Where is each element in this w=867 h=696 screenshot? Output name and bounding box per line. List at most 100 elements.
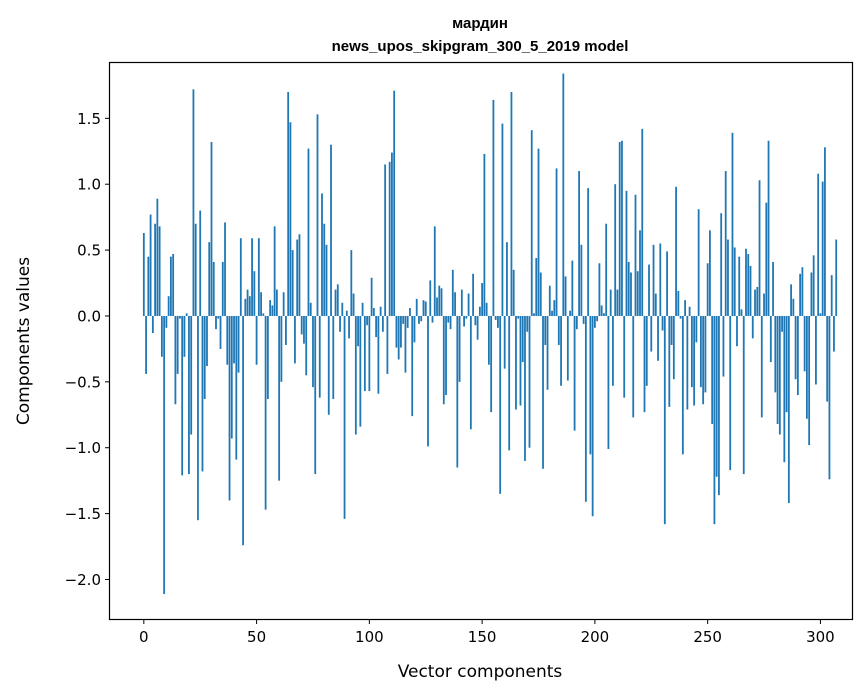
- bar-297: [812, 255, 815, 316]
- bar-8: [160, 315, 163, 357]
- bar-235: [672, 315, 675, 380]
- bar-274: [760, 315, 763, 418]
- bar-28: [206, 315, 208, 367]
- bar-65: [289, 122, 292, 316]
- bar-89: [343, 315, 346, 519]
- bar-21: [190, 315, 193, 435]
- bar-187: [564, 276, 567, 316]
- y-tick-label: −1.5: [65, 505, 101, 523]
- bar-69: [298, 234, 301, 316]
- bar-46: [246, 289, 249, 316]
- bar-25: [199, 210, 202, 316]
- bar-117: [406, 315, 409, 328]
- bar-167: [519, 315, 522, 406]
- plot-frame: [108, 61, 854, 621]
- bar-230: [661, 315, 664, 331]
- bar-270: [751, 315, 754, 339]
- bar-161: [506, 242, 508, 316]
- bar-111: [393, 90, 396, 316]
- bar-137: [451, 269, 454, 316]
- bar-101: [370, 277, 373, 316]
- bar-78: [318, 315, 321, 398]
- bar-276: [765, 202, 768, 316]
- bar-33: [217, 315, 220, 319]
- bar-220: [639, 230, 641, 316]
- y-tick-label: −1.0: [65, 439, 101, 457]
- bar-136: [449, 315, 452, 330]
- bar-113: [397, 315, 400, 360]
- bar-115: [402, 315, 405, 324]
- bar-94: [354, 315, 357, 435]
- bar-47: [248, 296, 251, 316]
- bar-294: [805, 315, 808, 419]
- bar-2: [147, 256, 150, 316]
- bar-232: [666, 251, 668, 316]
- bar-159: [501, 123, 504, 316]
- bar-0: [142, 232, 145, 316]
- bar-59: [275, 289, 278, 316]
- bar-284: [783, 315, 786, 463]
- bar-130: [436, 297, 438, 316]
- bar-171: [528, 315, 531, 448]
- bar-52: [260, 292, 262, 316]
- bar-254: [715, 315, 718, 477]
- bar-221: [641, 128, 644, 316]
- bar-302: [824, 147, 826, 316]
- bar-58: [273, 226, 276, 316]
- bar-262: [733, 247, 736, 316]
- bar-290: [796, 315, 799, 396]
- bar-183: [555, 168, 558, 316]
- bar-120: [413, 315, 416, 343]
- bar-119: [411, 315, 414, 417]
- bar-204: [603, 313, 605, 316]
- bar-116: [404, 315, 407, 373]
- bar-295: [808, 315, 811, 446]
- bar-253: [713, 315, 716, 525]
- y-tick-label: −2.0: [65, 571, 101, 589]
- bar-256: [720, 213, 723, 316]
- x-tick-label: 250: [693, 628, 722, 646]
- bar-16: [179, 315, 181, 319]
- bar-38: [228, 315, 231, 501]
- bar-307: [835, 239, 838, 316]
- bar-39: [230, 315, 233, 439]
- x-tick-label: 150: [468, 628, 497, 646]
- bar-70: [300, 315, 303, 335]
- bar-127: [429, 280, 432, 316]
- bar-64: [287, 91, 290, 316]
- bar-271: [754, 289, 756, 316]
- bar-131: [438, 285, 441, 316]
- bar-40: [233, 315, 235, 364]
- bar-109: [388, 161, 391, 316]
- bar-173: [533, 313, 535, 316]
- bar-169: [524, 315, 526, 461]
- bar-225: [650, 315, 653, 352]
- bar-76: [314, 315, 317, 475]
- bar-54: [264, 315, 267, 510]
- bar-48: [251, 238, 253, 316]
- bar-286: [787, 315, 790, 504]
- bar-7: [158, 226, 161, 316]
- bar-292: [801, 267, 804, 316]
- bar-175: [537, 148, 540, 316]
- bar-139: [456, 315, 459, 468]
- bar-99: [366, 315, 368, 326]
- bar-1: [145, 315, 147, 374]
- x-tick-label: 0: [139, 628, 149, 646]
- bar-243: [690, 315, 693, 388]
- y-tick-label: 0.0: [77, 307, 101, 325]
- bar-68: [296, 239, 299, 316]
- bar-97: [361, 302, 364, 316]
- bar-306: [833, 315, 835, 352]
- chart-subtitle: news_upos_skipgram_300_5_2019 model: [332, 38, 629, 55]
- bar-53: [262, 313, 265, 316]
- bar-196: [584, 315, 587, 502]
- bar-152: [485, 302, 488, 316]
- bar-166: [517, 315, 520, 319]
- bar-125: [424, 301, 427, 316]
- bar-206: [607, 315, 610, 450]
- bar-79: [321, 193, 323, 316]
- bar-123: [420, 315, 423, 322]
- bar-15: [176, 315, 179, 374]
